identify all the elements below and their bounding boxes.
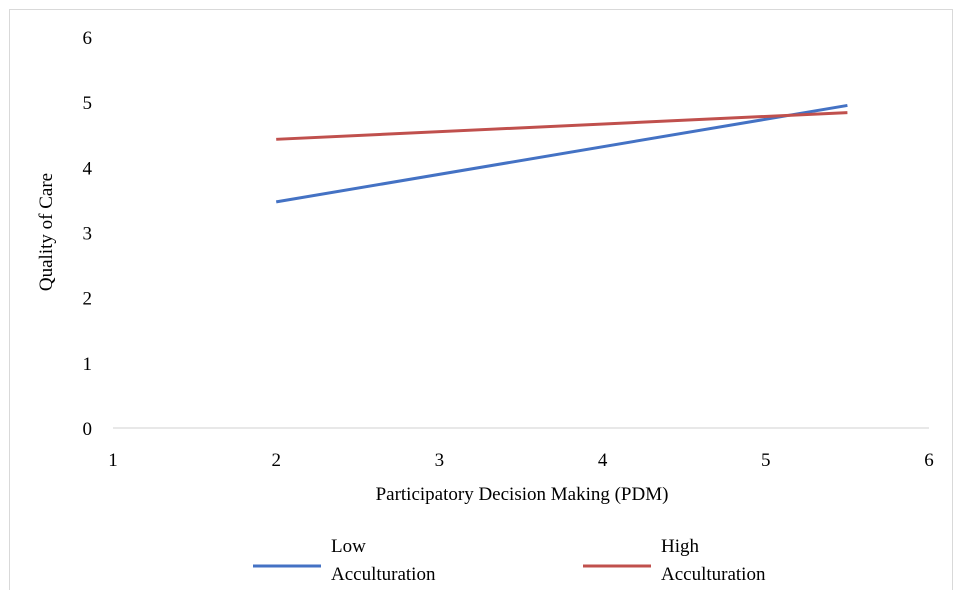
y-tick-label: 6: [83, 28, 93, 49]
legend-item: Low Acculturation: [253, 536, 436, 585]
series-lines: [275, 103, 848, 204]
series-line-high-acculturation: [276, 111, 848, 141]
legend-item: High Acculturation: [583, 536, 766, 585]
y-axis-title: Quality of Care: [36, 173, 57, 291]
series-line-low-acculturation: [275, 103, 848, 204]
legend-label-line1: Low: [331, 536, 366, 557]
legend-label-line2: Acculturation: [331, 564, 436, 585]
x-tick-label: 6: [924, 450, 934, 471]
x-axis-title: Participatory Decision Making (PDM): [376, 484, 669, 505]
y-tick-label: 1: [83, 354, 93, 375]
x-tick-label: 2: [271, 450, 281, 471]
y-tick-label: 0: [83, 419, 93, 440]
x-tick-label: 4: [598, 450, 608, 471]
legend-label-line1: High: [661, 536, 700, 557]
y-tick-label: 2: [83, 289, 93, 310]
y-tick-label: 3: [83, 224, 93, 245]
legend-label-line2: Acculturation: [661, 564, 766, 585]
legend: Low Acculturation High Acculturation: [253, 536, 766, 585]
x-axis-ticks: 1 2 3 4 5 6: [108, 450, 934, 471]
y-tick-label: 4: [83, 158, 93, 179]
y-axis-ticks: 0 1 2 3 4 5 6: [83, 28, 93, 440]
x-tick-label: 5: [761, 450, 771, 471]
y-tick-label: 5: [83, 93, 93, 114]
x-tick-label: 1: [108, 450, 118, 471]
chart-frame: [9, 9, 953, 590]
x-tick-label: 3: [435, 450, 445, 471]
